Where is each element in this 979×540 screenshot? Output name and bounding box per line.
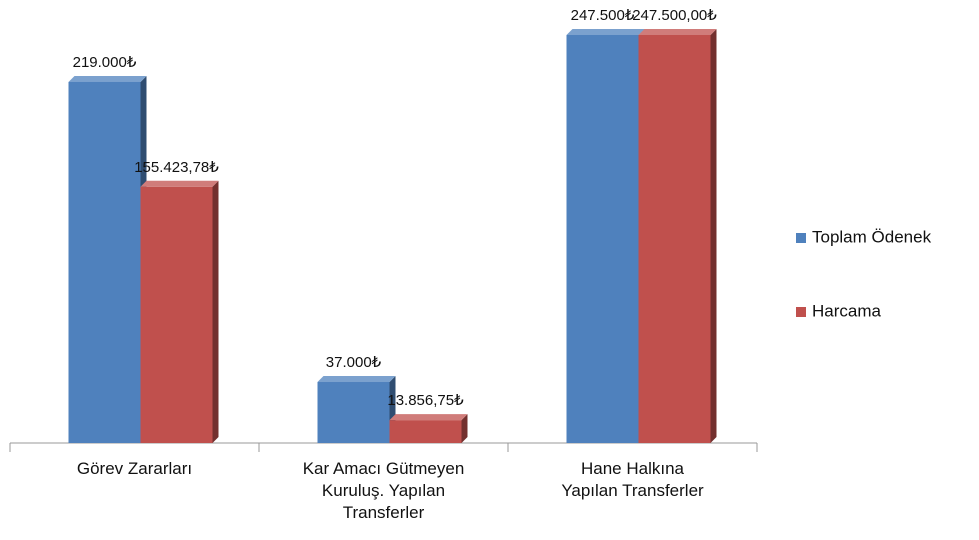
bar-3d — [68, 75, 147, 444]
bar-top — [638, 29, 717, 35]
bar-3d — [566, 29, 645, 443]
legend-label: Toplam Ödenek — [812, 227, 932, 246]
bar-side — [212, 180, 219, 443]
bar-3d — [638, 29, 717, 443]
bar-side — [461, 414, 468, 443]
bar — [68, 81, 141, 444]
bar-top — [68, 75, 147, 82]
value-label: 219.000₺ — [73, 54, 137, 71]
value-label: 247.500₺ — [571, 7, 635, 24]
legend-swatch — [796, 307, 806, 317]
bar — [389, 420, 462, 443]
legend-label: Harcama — [812, 301, 882, 320]
bar-3d — [389, 414, 468, 443]
x-tick-label: Görev Zararları — [76, 459, 193, 478]
bar — [317, 382, 390, 443]
bar — [566, 35, 639, 443]
bar-side — [710, 29, 717, 443]
bar — [140, 186, 213, 443]
bar-top — [389, 414, 468, 421]
x-tick-label: Kar Amacı Gütmeyen Kuruluş. Yapılan Tran… — [302, 459, 465, 522]
bar-3d — [317, 376, 396, 443]
value-label: 13.856,75₺ — [387, 392, 464, 409]
bar-top — [566, 29, 645, 35]
bar-top — [140, 180, 219, 187]
value-label: 37.000₺ — [326, 354, 382, 371]
x-tick-label: Hane Halkına Yapılan Transferler — [561, 459, 704, 500]
bar-top — [317, 376, 396, 383]
bar — [638, 35, 711, 443]
legend-swatch — [796, 233, 806, 243]
bar-3d — [140, 180, 219, 443]
value-label: 247.500,00₺ — [632, 7, 717, 24]
value-label: 155.423,78₺ — [134, 159, 219, 176]
